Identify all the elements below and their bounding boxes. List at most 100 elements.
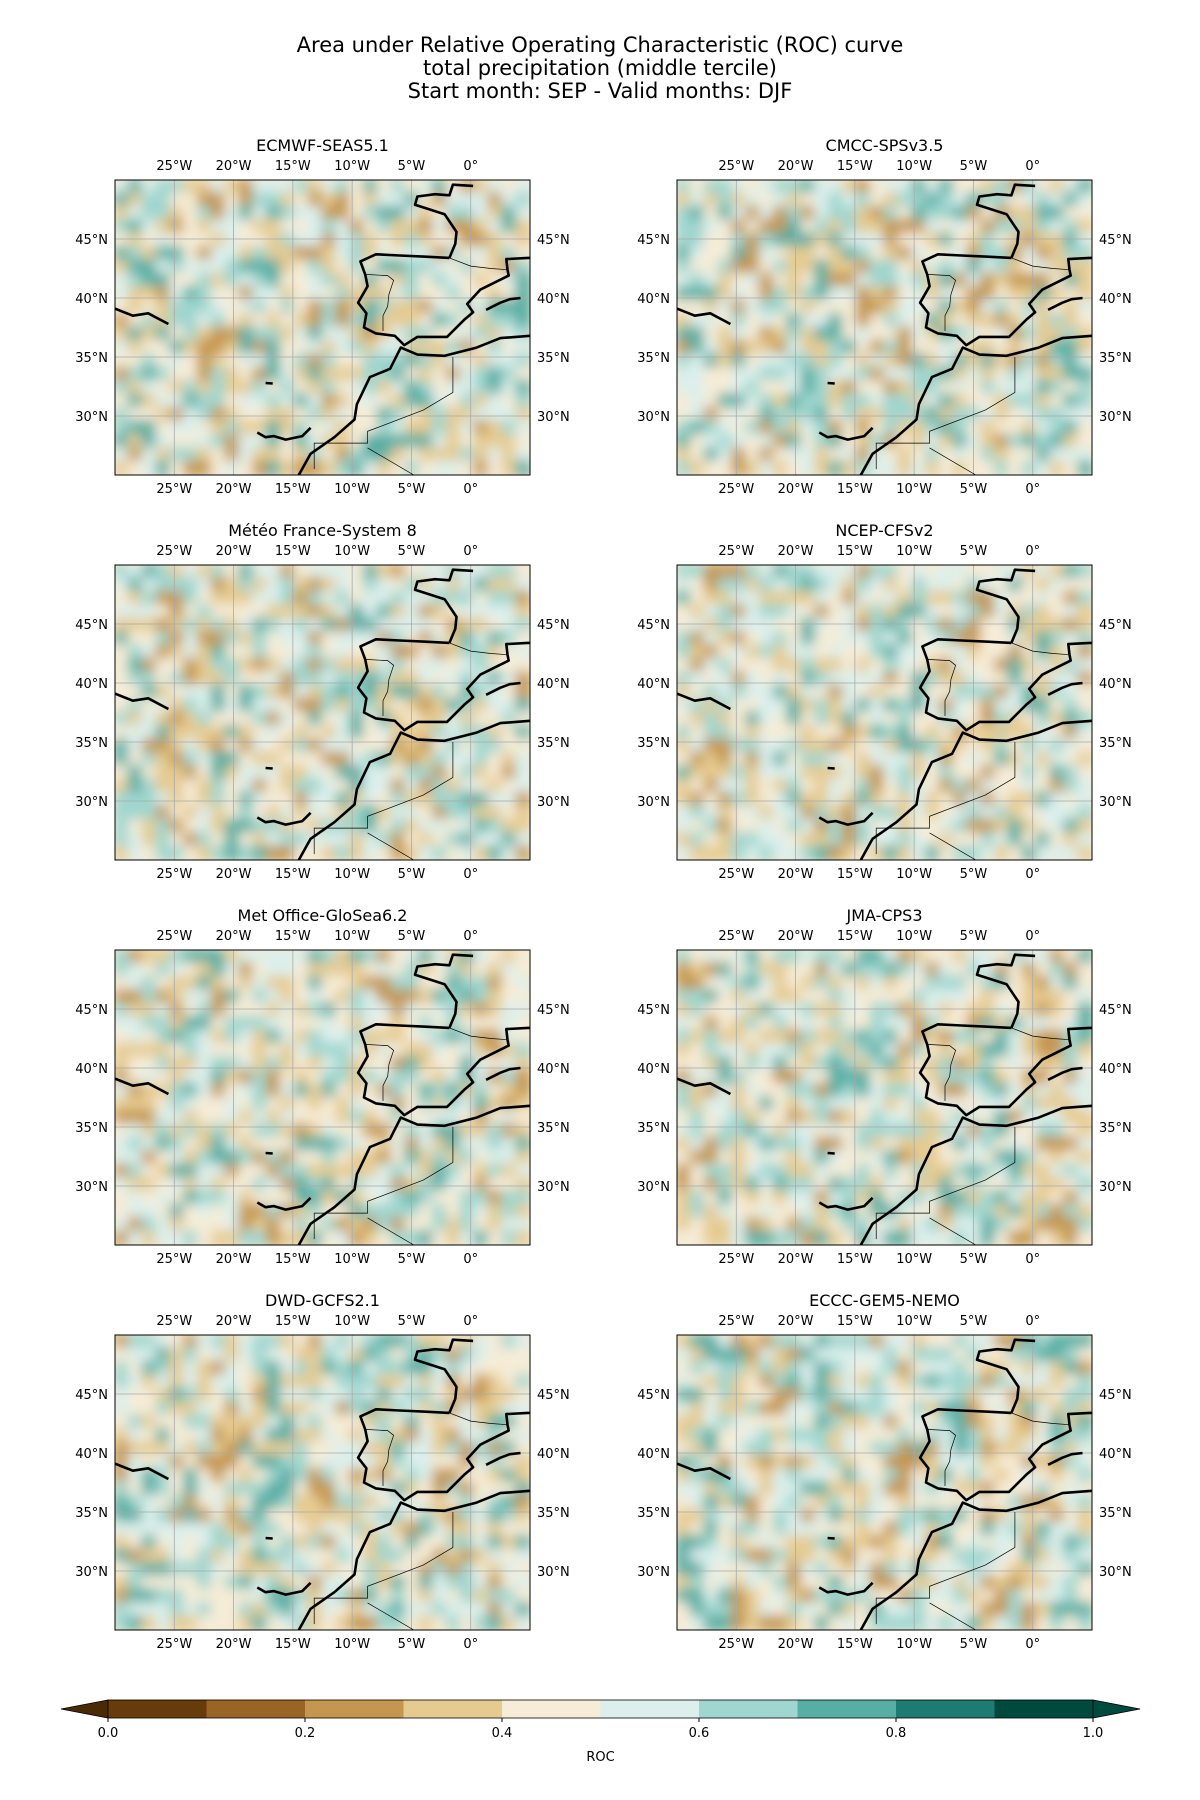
colorbar-segment: [108, 1700, 207, 1718]
colorbar-tick-label: 1.0: [1083, 1726, 1104, 1741]
lon-tick-label-bottom: 5°W: [960, 482, 988, 497]
lon-tick-label-top: 0°: [463, 929, 478, 944]
panel-title: DWD-GCFS2.1: [265, 1291, 380, 1310]
panel-title: NCEP-CFSv2: [835, 521, 933, 540]
lat-tick-label-right: 35°N: [1099, 1121, 1132, 1136]
lon-tick-label-top: 0°: [463, 1314, 478, 1329]
lat-tick-label-right: 40°N: [1099, 1062, 1132, 1077]
lat-tick-label-right: 45°N: [537, 1388, 570, 1403]
lat-tick-label-left: 40°N: [75, 1447, 108, 1462]
lon-tick-label-top: 25°W: [718, 1314, 754, 1329]
lon-tick-label-bottom: 15°W: [275, 1252, 311, 1267]
lon-tick-label-top: 20°W: [778, 929, 814, 944]
lat-tick-label-left: 30°N: [75, 1565, 108, 1580]
gridlines: [677, 565, 1092, 860]
lon-tick-label-bottom: 0°: [463, 482, 478, 497]
lat-tick-label-left: 35°N: [637, 1506, 670, 1521]
lat-tick-label-left: 45°N: [75, 618, 108, 633]
colorbar-segment: [994, 1700, 1094, 1718]
lon-tick-label-bottom: 5°W: [398, 1637, 426, 1652]
lat-tick-label-right: 45°N: [537, 618, 570, 633]
colorbar-segment: [206, 1700, 306, 1718]
lat-tick-label-left: 45°N: [75, 233, 108, 248]
lon-tick-label-top: 10°W: [896, 929, 932, 944]
map-panel: JMA-CPS3 25°W 25°W 20°W 20°W 15°W 15°W 10°W 10°W…: [637, 906, 1132, 1267]
lat-tick-label-right: 30°N: [537, 1565, 570, 1580]
lat-tick-label-left: 40°N: [637, 292, 670, 307]
lon-tick-label-bottom: 15°W: [837, 1637, 873, 1652]
lon-tick-label-bottom: 15°W: [275, 482, 311, 497]
lat-tick-label-left: 30°N: [75, 1180, 108, 1195]
map-panel: ECCC-GEM5-NEMO 25°W 25°W 20°W 20°W 15°W 15°W 10…: [637, 1291, 1132, 1652]
gridlines: [677, 180, 1092, 475]
coastlines: [115, 183, 530, 475]
colorbar-extend-high: [1092, 1699, 1141, 1719]
lat-tick-label-left: 45°N: [637, 1003, 670, 1018]
lat-tick-label-left: 35°N: [637, 1121, 670, 1136]
lon-tick-label-bottom: 10°W: [334, 1252, 370, 1267]
lon-tick-label-top: 20°W: [778, 159, 814, 174]
lat-tick-label-left: 30°N: [75, 795, 108, 810]
lon-tick-label-bottom: 20°W: [778, 1637, 814, 1652]
borders: [313, 1027, 508, 1245]
lon-tick-label-bottom: 25°W: [718, 1637, 754, 1652]
panel-title: Météo France-System 8: [228, 521, 417, 540]
lat-tick-label-right: 30°N: [1099, 1180, 1132, 1195]
lon-tick-label-bottom: 10°W: [334, 1637, 370, 1652]
roc-field: [677, 1335, 1092, 1630]
roc-field: [115, 950, 530, 1245]
map-frame: [676, 564, 1093, 861]
coastlines: [115, 953, 530, 1245]
colorbar-extend-low: [60, 1699, 109, 1719]
lat-tick-label-left: 45°N: [75, 1003, 108, 1018]
lon-tick-label-top: 15°W: [275, 929, 311, 944]
lon-tick-label-top: 5°W: [398, 929, 426, 944]
borders: [313, 257, 508, 475]
lon-tick-label-top: 25°W: [718, 159, 754, 174]
lon-tick-label-top: 0°: [1025, 1314, 1040, 1329]
colorbar-tick-label: 0.6: [689, 1726, 710, 1741]
map-panel: Météo France-System 8 25°W 25°W 20°W 20°W 15°…: [75, 521, 570, 882]
colorbar-tick-label: 0.2: [295, 1726, 316, 1741]
map-frame: [676, 1334, 1093, 1631]
lon-tick-label-top: 15°W: [275, 159, 311, 174]
colorbar-tick-label: 0.8: [886, 1726, 907, 1741]
coastlines: [115, 568, 530, 860]
lon-tick-label-bottom: 15°W: [837, 867, 873, 882]
map-panel: Met Office-GloSea6.2 25°W 25°W 20°W 20°W 15°W…: [75, 906, 570, 1267]
lat-tick-label-right: 40°N: [1099, 677, 1132, 692]
lat-tick-label-left: 40°N: [75, 1062, 108, 1077]
map-panel: ECMWF-SEAS5.1 25°W 25°W 20°W 20°W 15°W 15°W 10°…: [75, 136, 570, 497]
lon-tick-label-bottom: 15°W: [275, 1637, 311, 1652]
lon-tick-label-top: 0°: [1025, 159, 1040, 174]
lat-tick-label-right: 35°N: [1099, 351, 1132, 366]
lon-tick-label-top: 20°W: [778, 1314, 814, 1329]
lat-tick-label-left: 40°N: [637, 677, 670, 692]
lon-tick-label-top: 25°W: [718, 929, 754, 944]
coastlines: [677, 953, 1092, 1245]
map-frame: [676, 179, 1093, 476]
map-panel: DWD-GCFS2.1 25°W 25°W 20°W 20°W 15°W 15°W 10°W 1…: [75, 1291, 570, 1652]
lon-tick-label-top: 10°W: [896, 1314, 932, 1329]
title-line-2: total precipitation (middle tercile): [423, 56, 777, 80]
lon-tick-label-top: 5°W: [960, 159, 988, 174]
lon-tick-label-bottom: 20°W: [216, 867, 252, 882]
lat-tick-label-right: 30°N: [1099, 795, 1132, 810]
lon-tick-label-top: 25°W: [156, 544, 192, 559]
lat-tick-label-right: 35°N: [1099, 1506, 1132, 1521]
panel-title: ECMWF-SEAS5.1: [256, 136, 389, 155]
lat-tick-label-right: 40°N: [537, 1062, 570, 1077]
lat-tick-label-left: 45°N: [637, 1388, 670, 1403]
lat-tick-label-right: 45°N: [1099, 1003, 1132, 1018]
borders: [875, 257, 1070, 475]
lon-tick-label-top: 10°W: [896, 544, 932, 559]
lon-tick-label-bottom: 25°W: [718, 482, 754, 497]
lon-tick-label-top: 20°W: [216, 544, 252, 559]
lon-tick-label-bottom: 15°W: [275, 867, 311, 882]
lon-tick-label-top: 20°W: [778, 544, 814, 559]
lon-tick-label-top: 15°W: [275, 544, 311, 559]
lon-tick-label-bottom: 25°W: [156, 1252, 192, 1267]
lon-tick-label-top: 20°W: [216, 159, 252, 174]
lat-tick-label-left: 40°N: [637, 1062, 670, 1077]
